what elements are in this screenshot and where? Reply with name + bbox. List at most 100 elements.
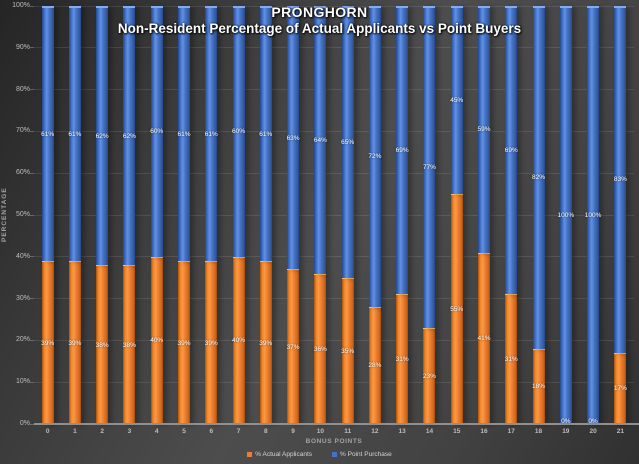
plot-area: 39% 61% 39% 61% 38% 62% 38% 62% 40% 60% 39% 61% 39% 6… [34, 5, 639, 425]
x-axis-tick-label: 17 [507, 428, 515, 435]
bar-segment-point-purchase [68, 6, 81, 261]
gridline [34, 172, 634, 174]
gridline [34, 381, 634, 383]
bar-column: 0% 100% [558, 6, 574, 425]
bar-segment-point-purchase [423, 6, 436, 328]
y-axis-tick-label: 80% [15, 85, 30, 93]
data-label-actual-applicants: 41% [477, 335, 491, 343]
bar-segment-point-purchase [287, 6, 300, 270]
legend-label: % Point Purchase [340, 451, 392, 458]
data-label-actual-applicants: 39% [204, 339, 218, 347]
bar-segment-actual-applicants [314, 273, 327, 424]
legend-swatch-icon [332, 452, 338, 457]
data-label-point-purchase: 69% [504, 147, 518, 155]
gridline [34, 214, 634, 216]
bar-column: 55% 45% [450, 6, 463, 424]
x-axis-tick-label: 11 [344, 428, 352, 435]
bar-segment-point-purchase [559, 6, 572, 424]
y-axis-tick-mark [30, 339, 34, 341]
x-axis-tick-label: 19 [562, 428, 570, 435]
legend-item: % Point Purchase [332, 451, 392, 458]
bar-segment-point-purchase [450, 6, 463, 195]
data-label-point-purchase: 61% [177, 130, 191, 138]
y-axis-tick-label: 70% [15, 127, 30, 135]
data-label-actual-applicants: 17% [613, 385, 627, 393]
bar-segment-actual-applicants [341, 277, 354, 424]
bar-column: 28% 72% [368, 6, 381, 424]
data-label-point-purchase: 72% [368, 153, 382, 161]
y-axis-tick-mark [30, 47, 34, 49]
data-label-point-purchase: 82% [532, 174, 546, 182]
data-label-actual-applicants: 0% [561, 418, 571, 425]
x-axis-tick-label: 18 [534, 428, 543, 435]
x-axis-tick-label: 9 [291, 428, 295, 435]
bar-column: 17% 83% [614, 6, 627, 424]
data-label-actual-applicants: 31% [504, 356, 518, 364]
data-label-point-purchase: 61% [259, 130, 273, 138]
y-axis-tick-label: 90% [15, 43, 30, 51]
y-axis-tick-mark [30, 172, 34, 174]
y-axis-tick-mark [30, 381, 34, 383]
bar-segment-point-purchase [587, 6, 600, 424]
data-label-point-purchase: 77% [422, 163, 436, 171]
legend-item: % Actual Applicants [247, 451, 312, 458]
y-axis-tick-label: 30% [15, 294, 30, 302]
x-axis-tick-label: 5 [182, 428, 186, 435]
data-label-actual-applicants: 39% [41, 339, 55, 347]
data-label-actual-applicants: 28% [368, 362, 382, 370]
data-label-actual-applicants: 36% [313, 345, 327, 353]
bar-column: 0% 100% [585, 6, 601, 425]
gridline [34, 256, 634, 258]
x-axis-tick-label: 14 [425, 428, 434, 435]
data-label-point-purchase: 69% [395, 147, 409, 155]
gridline [34, 89, 634, 91]
gridline [34, 298, 634, 300]
y-axis-tick-mark [30, 5, 34, 7]
bar-column: 39% 61% [205, 6, 218, 424]
x-axis-tick-label: 13 [398, 428, 406, 435]
bar-column: 41% 59% [477, 6, 491, 424]
data-label-point-purchase: 83% [613, 176, 627, 184]
data-label-actual-applicants: 39% [259, 339, 273, 347]
bar-segment-actual-applicants [423, 327, 436, 424]
bar-column: 35% 65% [341, 6, 354, 424]
bar-column: 39% 61% [259, 6, 272, 424]
y-axis-tick-mark [30, 214, 34, 216]
x-axis-tick-label: 7 [236, 428, 241, 435]
y-axis-tick-label: 10% [15, 378, 30, 386]
x-axis-tick-label: 1 [73, 428, 77, 435]
x-axis-tick-label: 2 [100, 428, 104, 435]
data-label-actual-applicants: 38% [122, 341, 136, 349]
bar-segment-actual-applicants [287, 269, 300, 424]
data-label-point-purchase: 62% [122, 132, 136, 140]
y-axis-tick-label: 0% [19, 420, 30, 427]
bar-column: 39% 61% [41, 6, 54, 424]
bar-segment-actual-applicants [614, 352, 627, 424]
x-axis-tick-label: 16 [480, 428, 488, 435]
bar-segment-actual-applicants [478, 252, 490, 424]
y-axis-tick-mark [30, 89, 34, 91]
gridline [34, 339, 634, 341]
x-axis-title: BONUS POINTS [305, 438, 363, 445]
bar-segment-point-purchase [205, 6, 218, 261]
y-axis-tick-mark [30, 298, 34, 300]
legend: % Actual Applicants % Point Purchase [0, 451, 639, 458]
data-label-actual-applicants: 35% [341, 347, 355, 355]
bar-segment-point-purchase [314, 6, 327, 274]
bar-segment-point-purchase [478, 6, 490, 253]
bar-segment-actual-applicants [205, 260, 218, 424]
legend-label: % Actual Applicants [255, 451, 313, 458]
bar-segment-actual-applicants [396, 294, 409, 424]
data-label-point-purchase: 45% [450, 97, 464, 105]
bar-segment-point-purchase [614, 6, 627, 353]
bar-segment-point-purchase [341, 6, 354, 278]
bar-column: 31% 69% [505, 6, 518, 424]
bar-segment-actual-applicants [232, 256, 245, 424]
data-label-point-purchase: 100% [584, 212, 602, 219]
data-label-point-purchase: 60% [150, 128, 164, 136]
data-label-actual-applicants: 39% [68, 339, 82, 347]
data-label-point-purchase: 62% [95, 132, 109, 140]
bar-segment-point-purchase [96, 6, 109, 266]
bar-segment-actual-applicants [178, 260, 190, 424]
bar-column: 36% 64% [314, 6, 327, 424]
